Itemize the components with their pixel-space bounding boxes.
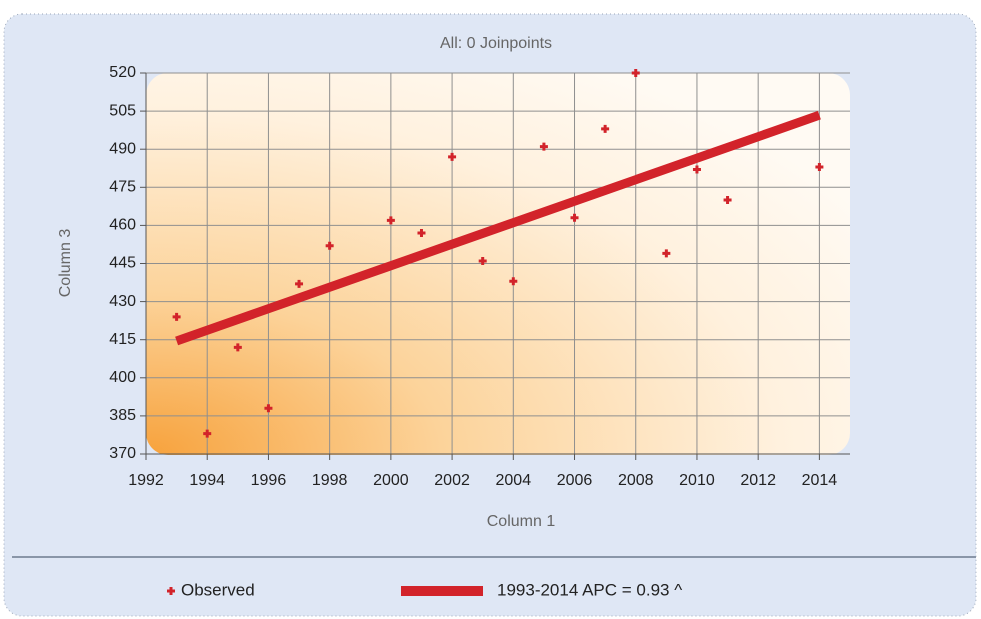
y-tick-label: 400	[109, 369, 136, 386]
x-tick-label: 2004	[496, 472, 532, 489]
legend-swatch	[401, 586, 483, 596]
y-tick-label: 490	[109, 140, 136, 157]
y-tick-label: 430	[109, 293, 136, 310]
x-tick-label: 2012	[740, 472, 776, 489]
x-axis-label: Column 1	[487, 513, 556, 530]
x-tick-label: 2010	[679, 472, 715, 489]
y-tick-label: 445	[109, 255, 136, 272]
y-tick-label: 460	[109, 217, 136, 234]
y-tick-label: 385	[109, 407, 136, 424]
chart-title: All: 0 Joinpoints	[440, 35, 552, 52]
x-tick-label: 1998	[312, 472, 348, 489]
y-tick-label: 475	[109, 179, 136, 196]
y-axis-label: Column 3	[57, 229, 74, 298]
legend-label: Observed	[181, 580, 255, 599]
x-tick-label: 1996	[251, 472, 287, 489]
x-tick-label: 2002	[434, 472, 470, 489]
y-tick-label: 415	[109, 331, 136, 348]
x-tick-label: 1994	[189, 472, 225, 489]
x-tick-label: 1992	[128, 472, 164, 489]
y-tick-label: 370	[109, 445, 136, 462]
x-tick-label: 2014	[802, 472, 838, 489]
legend-label: 1993-2014 APC = 0.93 ^	[497, 580, 682, 599]
x-tick-label: 2008	[618, 472, 654, 489]
chart: 370 385 400 415 430 445 460 475 490 505 520 1992 199…	[0, 0, 981, 619]
y-tick-label: 505	[109, 102, 136, 119]
x-tick-label: 2000	[373, 472, 409, 489]
x-tick-label: 2006	[557, 472, 593, 489]
y-tick-label: 520	[109, 64, 136, 81]
